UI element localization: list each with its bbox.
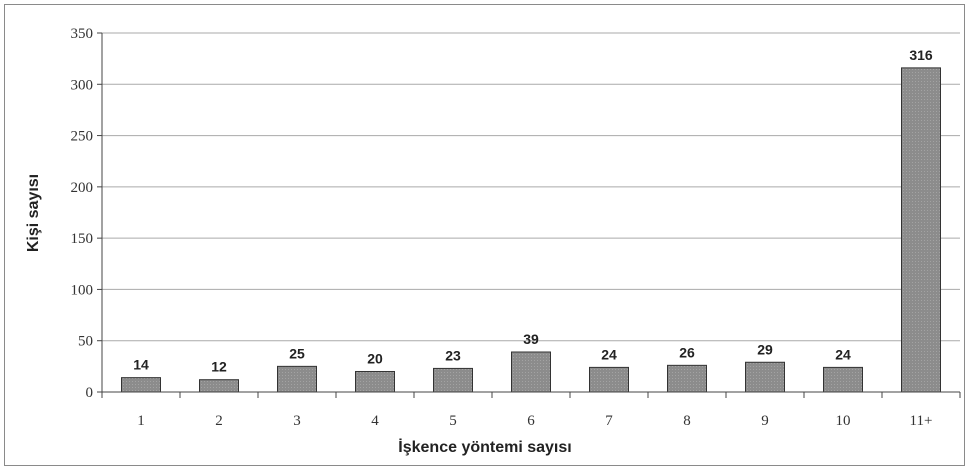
data-label: 26 (679, 344, 695, 360)
y-axis-title: Kişi sayısı (25, 174, 42, 252)
bar (277, 365, 317, 393)
x-tick-label: 4 (371, 413, 379, 429)
x-axis-ticks: 1 2 3 4 5 6 7 8 9 10 11+ (101, 392, 961, 429)
x-tick-label: 6 (527, 413, 535, 429)
data-label: 23 (445, 347, 461, 363)
x-tick-label: 10 (836, 413, 851, 429)
y-tick-label: 150 (71, 231, 94, 247)
bar (355, 370, 395, 393)
bars (121, 67, 941, 393)
y-tick-label: 100 (71, 282, 94, 298)
x-tick-label: 3 (293, 413, 301, 429)
bar (199, 379, 239, 393)
x-tick-label: 7 (605, 413, 613, 429)
bar (121, 377, 161, 393)
data-label: 29 (757, 341, 773, 357)
y-tick-label: 50 (78, 334, 93, 350)
x-tick-label: 11+ (910, 413, 933, 429)
x-tick-label: 1 (137, 413, 145, 429)
data-label: 12 (211, 359, 227, 375)
x-tick-label: 9 (761, 413, 769, 429)
y-tick-label: 250 (71, 129, 94, 145)
data-label: 20 (367, 350, 383, 366)
y-tick-label: 0 (86, 385, 94, 401)
gridlines (102, 32, 960, 342)
bar (589, 366, 629, 393)
data-label: 316 (909, 47, 933, 63)
data-label: 39 (523, 331, 539, 347)
bar (823, 366, 863, 393)
x-tick-label: 8 (683, 413, 691, 429)
data-label: 24 (835, 346, 851, 362)
bar (901, 67, 941, 393)
y-tick-label: 200 (71, 180, 94, 196)
bar (745, 361, 785, 393)
y-tick-label: 300 (71, 77, 94, 93)
chart-frame (4, 4, 965, 466)
data-label: 25 (289, 345, 305, 361)
x-tick-label: 5 (449, 413, 457, 429)
data-labels: 14 12 25 20 23 39 24 26 29 24 316 (133, 47, 933, 375)
x-tick-label: 2 (215, 413, 223, 429)
bar (511, 351, 551, 393)
data-label: 14 (133, 357, 149, 373)
y-tick-label: 350 (71, 26, 94, 42)
x-axis-title: İşkence yöntemi sayısı (398, 438, 571, 456)
bar (667, 364, 707, 393)
bar (433, 367, 473, 393)
y-axis-ticks: 0 50 100 150 200 250 300 350 (71, 26, 102, 401)
data-label: 24 (601, 346, 617, 362)
